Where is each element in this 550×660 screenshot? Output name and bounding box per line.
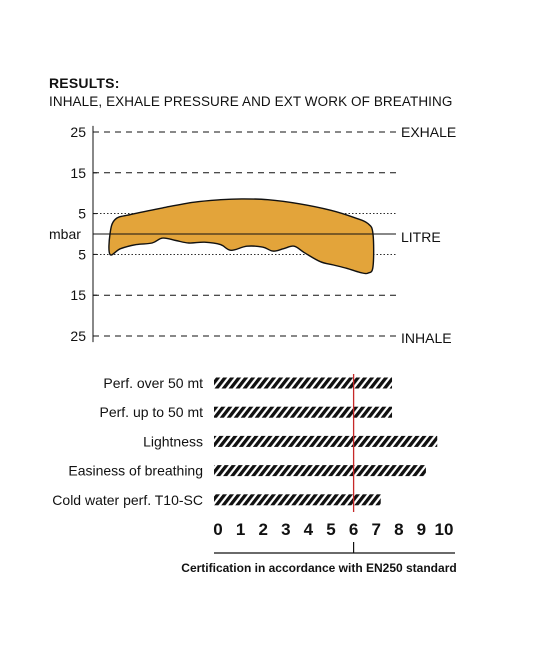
results-title: RESULTS: — [49, 75, 120, 91]
rating-bar-1 — [214, 406, 393, 418]
y-tick-label-2: 5 — [78, 206, 86, 222]
y-tick-label-3: mbar — [49, 226, 81, 242]
chart-subtitle: INHALE, EXHALE PRESSURE AND EXT WORK OF … — [49, 94, 453, 109]
rating-bar-4 — [214, 494, 381, 506]
scale-number-8: 8 — [394, 520, 403, 539]
breathing-curve-area — [108, 198, 375, 275]
rating-rows: Perf. over 50 mt Perf. up to 50 mt Lightne… — [52, 375, 438, 508]
rating-label-0: Perf. over 50 mt — [103, 375, 203, 391]
inhale-label: INHALE — [401, 330, 452, 346]
y-tick-label-4: 5 — [78, 246, 86, 262]
rating-label-4: Cold water perf. T10-SC — [52, 492, 203, 508]
exhale-label: EXHALE — [401, 124, 456, 140]
rating-chart: Perf. over 50 mt Perf. up to 50 mt Lightne… — [52, 374, 457, 575]
scale-number-7: 7 — [371, 520, 380, 539]
scale-number-4: 4 — [304, 520, 314, 539]
y-axis-ticks: 25 15 5 mbar 5 15 25 — [49, 124, 97, 344]
rating-label-3: Easiness of breathing — [68, 463, 203, 479]
y-tick-label-0: 25 — [70, 124, 86, 140]
y-tick-label-5: 15 — [70, 287, 86, 303]
scale-number-9: 9 — [417, 520, 426, 539]
scale-number-0: 0 — [213, 520, 222, 539]
scale-number-5: 5 — [326, 520, 335, 539]
scale-number-3: 3 — [281, 520, 290, 539]
y-tick-label-6: 25 — [70, 328, 86, 344]
rating-bar-0 — [214, 377, 393, 389]
rating-bar-2 — [214, 435, 438, 447]
y-tick-label-1: 15 — [70, 165, 86, 181]
scale-number-1: 1 — [236, 520, 245, 539]
certification-footnote: Certification in accordance with EN250 s… — [181, 561, 456, 575]
rating-bar-3 — [214, 465, 426, 477]
scale-number-10: 10 — [435, 520, 454, 539]
breathing-curve-chart: 25 15 5 mbar 5 15 25 EXHALE LITRE INHALE — [49, 124, 456, 346]
scale-number-6: 6 — [349, 520, 358, 539]
rating-label-2: Lightness — [143, 433, 203, 449]
rating-label-1: Perf. up to 50 mt — [100, 404, 204, 420]
scale-number-2: 2 — [258, 520, 267, 539]
litre-label: LITRE — [401, 229, 441, 245]
scale-numbers: 0 1 2 3 4 5 6 7 8 9 10 — [213, 520, 453, 539]
